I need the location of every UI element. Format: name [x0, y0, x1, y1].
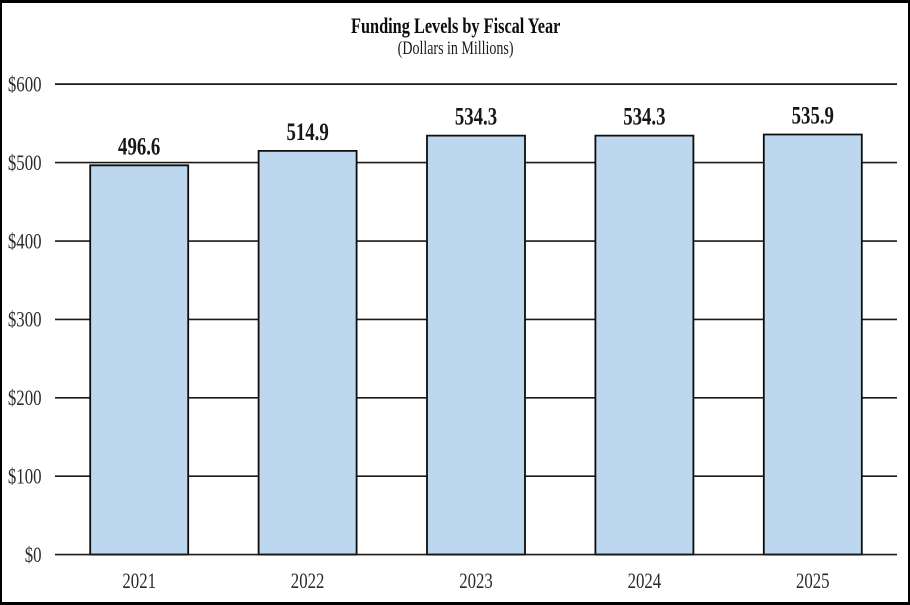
svg-text:2022: 2022 [291, 569, 325, 594]
svg-text:$0: $0 [25, 543, 42, 568]
svg-text:2025: 2025 [796, 569, 830, 594]
svg-text:496.6: 496.6 [118, 132, 160, 160]
svg-text:514.9: 514.9 [286, 117, 328, 145]
svg-text:$600: $600 [8, 72, 42, 97]
svg-text:535.9: 535.9 [792, 101, 834, 129]
svg-text:534.3: 534.3 [623, 102, 665, 130]
svg-text:$100: $100 [8, 464, 42, 489]
svg-text:(Dollars in Millions): (Dollars in Millions) [398, 37, 514, 59]
svg-text:2024: 2024 [628, 569, 662, 594]
svg-text:Funding Levels by Fiscal Year: Funding Levels by Fiscal Year [351, 15, 561, 39]
svg-text:2023: 2023 [459, 569, 493, 594]
svg-text:534.3: 534.3 [455, 102, 497, 130]
svg-text:$300: $300 [8, 307, 42, 332]
svg-text:2021: 2021 [122, 569, 156, 594]
svg-text:$500: $500 [8, 151, 42, 176]
svg-text:$200: $200 [8, 386, 42, 411]
svg-text:$400: $400 [8, 229, 42, 254]
